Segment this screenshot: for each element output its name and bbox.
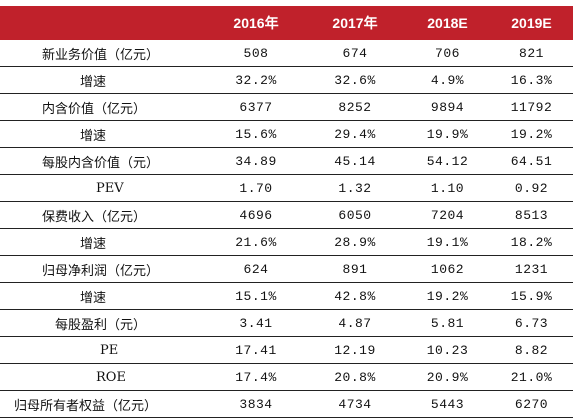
cell-value: 8.82 <box>490 336 573 364</box>
header-cell <box>0 6 207 40</box>
cell-value: 21.0% <box>490 363 573 391</box>
cell-value: 42.8% <box>305 282 405 310</box>
row-label: PE <box>0 336 207 364</box>
cell-value: 4.87 <box>305 309 405 337</box>
cell-value: 6377 <box>207 93 305 121</box>
cell-value: 0.92 <box>490 174 573 202</box>
cell-value: 11792 <box>490 93 573 121</box>
table-body: 新业务价值（亿元） 508 674 706 821 增速 32.2% 32.6% 4.9% 16.… <box>0 40 573 418</box>
cell-value: 8513 <box>490 201 573 229</box>
row-label: PEV <box>0 174 207 202</box>
cell-value: 6270 <box>490 390 573 418</box>
row-label: 增速 <box>0 228 207 256</box>
table-row: 新业务价值（亿元） 508 674 706 821 <box>0 40 573 67</box>
table-row: 增速 15.1% 42.8% 19.2% 15.9% <box>0 282 573 310</box>
cell-value: 6050 <box>305 201 405 229</box>
table-row: 增速 21.6% 28.9% 19.1% 18.2% <box>0 228 573 256</box>
cell-value: 674 <box>305 40 405 67</box>
cell-value: 19.9% <box>405 120 490 148</box>
cell-value: 32.2% <box>207 66 305 94</box>
table-row: 归母所有者权益（亿元） 3834 4734 5443 6270 <box>0 390 573 418</box>
cell-value: 20.8% <box>305 363 405 391</box>
cell-value: 32.6% <box>305 66 405 94</box>
cell-value: 34.89 <box>207 147 305 175</box>
cell-value: 891 <box>305 255 405 283</box>
row-label: ROE <box>0 363 207 391</box>
cell-value: 45.14 <box>305 147 405 175</box>
cell-value: 4734 <box>305 390 405 418</box>
table-row: 增速 15.6% 29.4% 19.9% 19.2% <box>0 120 573 148</box>
row-label: 内含价值（亿元） <box>0 93 207 121</box>
cell-value: 19.1% <box>405 228 490 256</box>
cell-value: 706 <box>405 40 490 67</box>
cell-value: 7204 <box>405 201 490 229</box>
cell-value: 54.12 <box>405 147 490 175</box>
cell-value: 1.32 <box>305 174 405 202</box>
cell-value: 64.51 <box>490 147 573 175</box>
row-label: 增速 <box>0 282 207 310</box>
cell-value: 20.9% <box>405 363 490 391</box>
cell-value: 4.9% <box>405 66 490 94</box>
cell-value: 1062 <box>405 255 490 283</box>
table-row: 每股内含价值（元） 34.89 45.14 54.12 64.51 <box>0 147 573 175</box>
cell-value: 3834 <box>207 390 305 418</box>
cell-value: 12.19 <box>305 336 405 364</box>
cell-value: 16.3% <box>490 66 573 94</box>
cell-value: 18.2% <box>490 228 573 256</box>
cell-value: 10.23 <box>405 336 490 364</box>
cell-value: 8252 <box>305 93 405 121</box>
cell-value: 15.1% <box>207 282 305 310</box>
cell-value: 9894 <box>405 93 490 121</box>
header-cell: 2019E <box>490 6 573 40</box>
header-cell: 2018E <box>405 6 490 40</box>
table-row: 内含价值（亿元） 6377 8252 9894 11792 <box>0 93 573 121</box>
row-label: 归母所有者权益（亿元） <box>0 390 207 418</box>
table-row: ROE 17.4% 20.8% 20.9% 21.0% <box>0 363 573 391</box>
cell-value: 4696 <box>207 201 305 229</box>
table-row: 保费收入（亿元） 4696 6050 7204 8513 <box>0 201 573 229</box>
header-cell: 2016年 <box>207 6 305 40</box>
cell-value: 19.2% <box>405 282 490 310</box>
row-label: 归母净利润（亿元） <box>0 255 207 283</box>
cell-value: 17.4% <box>207 363 305 391</box>
cell-value: 15.9% <box>490 282 573 310</box>
page: {"table":{"header":["","2016年","2017年","… <box>0 6 573 418</box>
cell-value: 3.41 <box>207 309 305 337</box>
cell-value: 28.9% <box>305 228 405 256</box>
data-table: 2016年 2017年 2018E 2019E 新业务价值（亿元） 508 674 706 8… <box>0 6 573 418</box>
row-label: 每股内含价值（元） <box>0 147 207 175</box>
cell-value: 15.6% <box>207 120 305 148</box>
cell-value: 1.10 <box>405 174 490 202</box>
row-label: 增速 <box>0 66 207 94</box>
cell-value: 821 <box>490 40 573 67</box>
row-label: 新业务价值（亿元） <box>0 40 207 67</box>
cell-value: 6.73 <box>490 309 573 337</box>
table-row: 每股盈利（元） 3.41 4.87 5.81 6.73 <box>0 309 573 337</box>
row-label: 增速 <box>0 120 207 148</box>
cell-value: 624 <box>207 255 305 283</box>
cell-value: 1.70 <box>207 174 305 202</box>
table-row: 增速 32.2% 32.6% 4.9% 16.3% <box>0 66 573 94</box>
table-container: 2016年 2017年 2018E 2019E 新业务价值（亿元） 508 674 706 8… <box>0 6 573 418</box>
table-row: 归母净利润（亿元） 624 891 1062 1231 <box>0 255 573 283</box>
header-cell: 2017年 <box>305 6 405 40</box>
cell-value: 5443 <box>405 390 490 418</box>
cell-value: 29.4% <box>305 120 405 148</box>
row-label: 保费收入（亿元） <box>0 201 207 229</box>
row-label: 每股盈利（元） <box>0 309 207 337</box>
header-row: 2016年 2017年 2018E 2019E <box>0 6 573 40</box>
cell-value: 508 <box>207 40 305 67</box>
cell-value: 5.81 <box>405 309 490 337</box>
cell-value: 1231 <box>490 255 573 283</box>
cell-value: 17.41 <box>207 336 305 364</box>
table-row: PE 17.41 12.19 10.23 8.82 <box>0 336 573 364</box>
table-row: PEV 1.70 1.32 1.10 0.92 <box>0 174 573 202</box>
cell-value: 21.6% <box>207 228 305 256</box>
cell-value: 19.2% <box>490 120 573 148</box>
